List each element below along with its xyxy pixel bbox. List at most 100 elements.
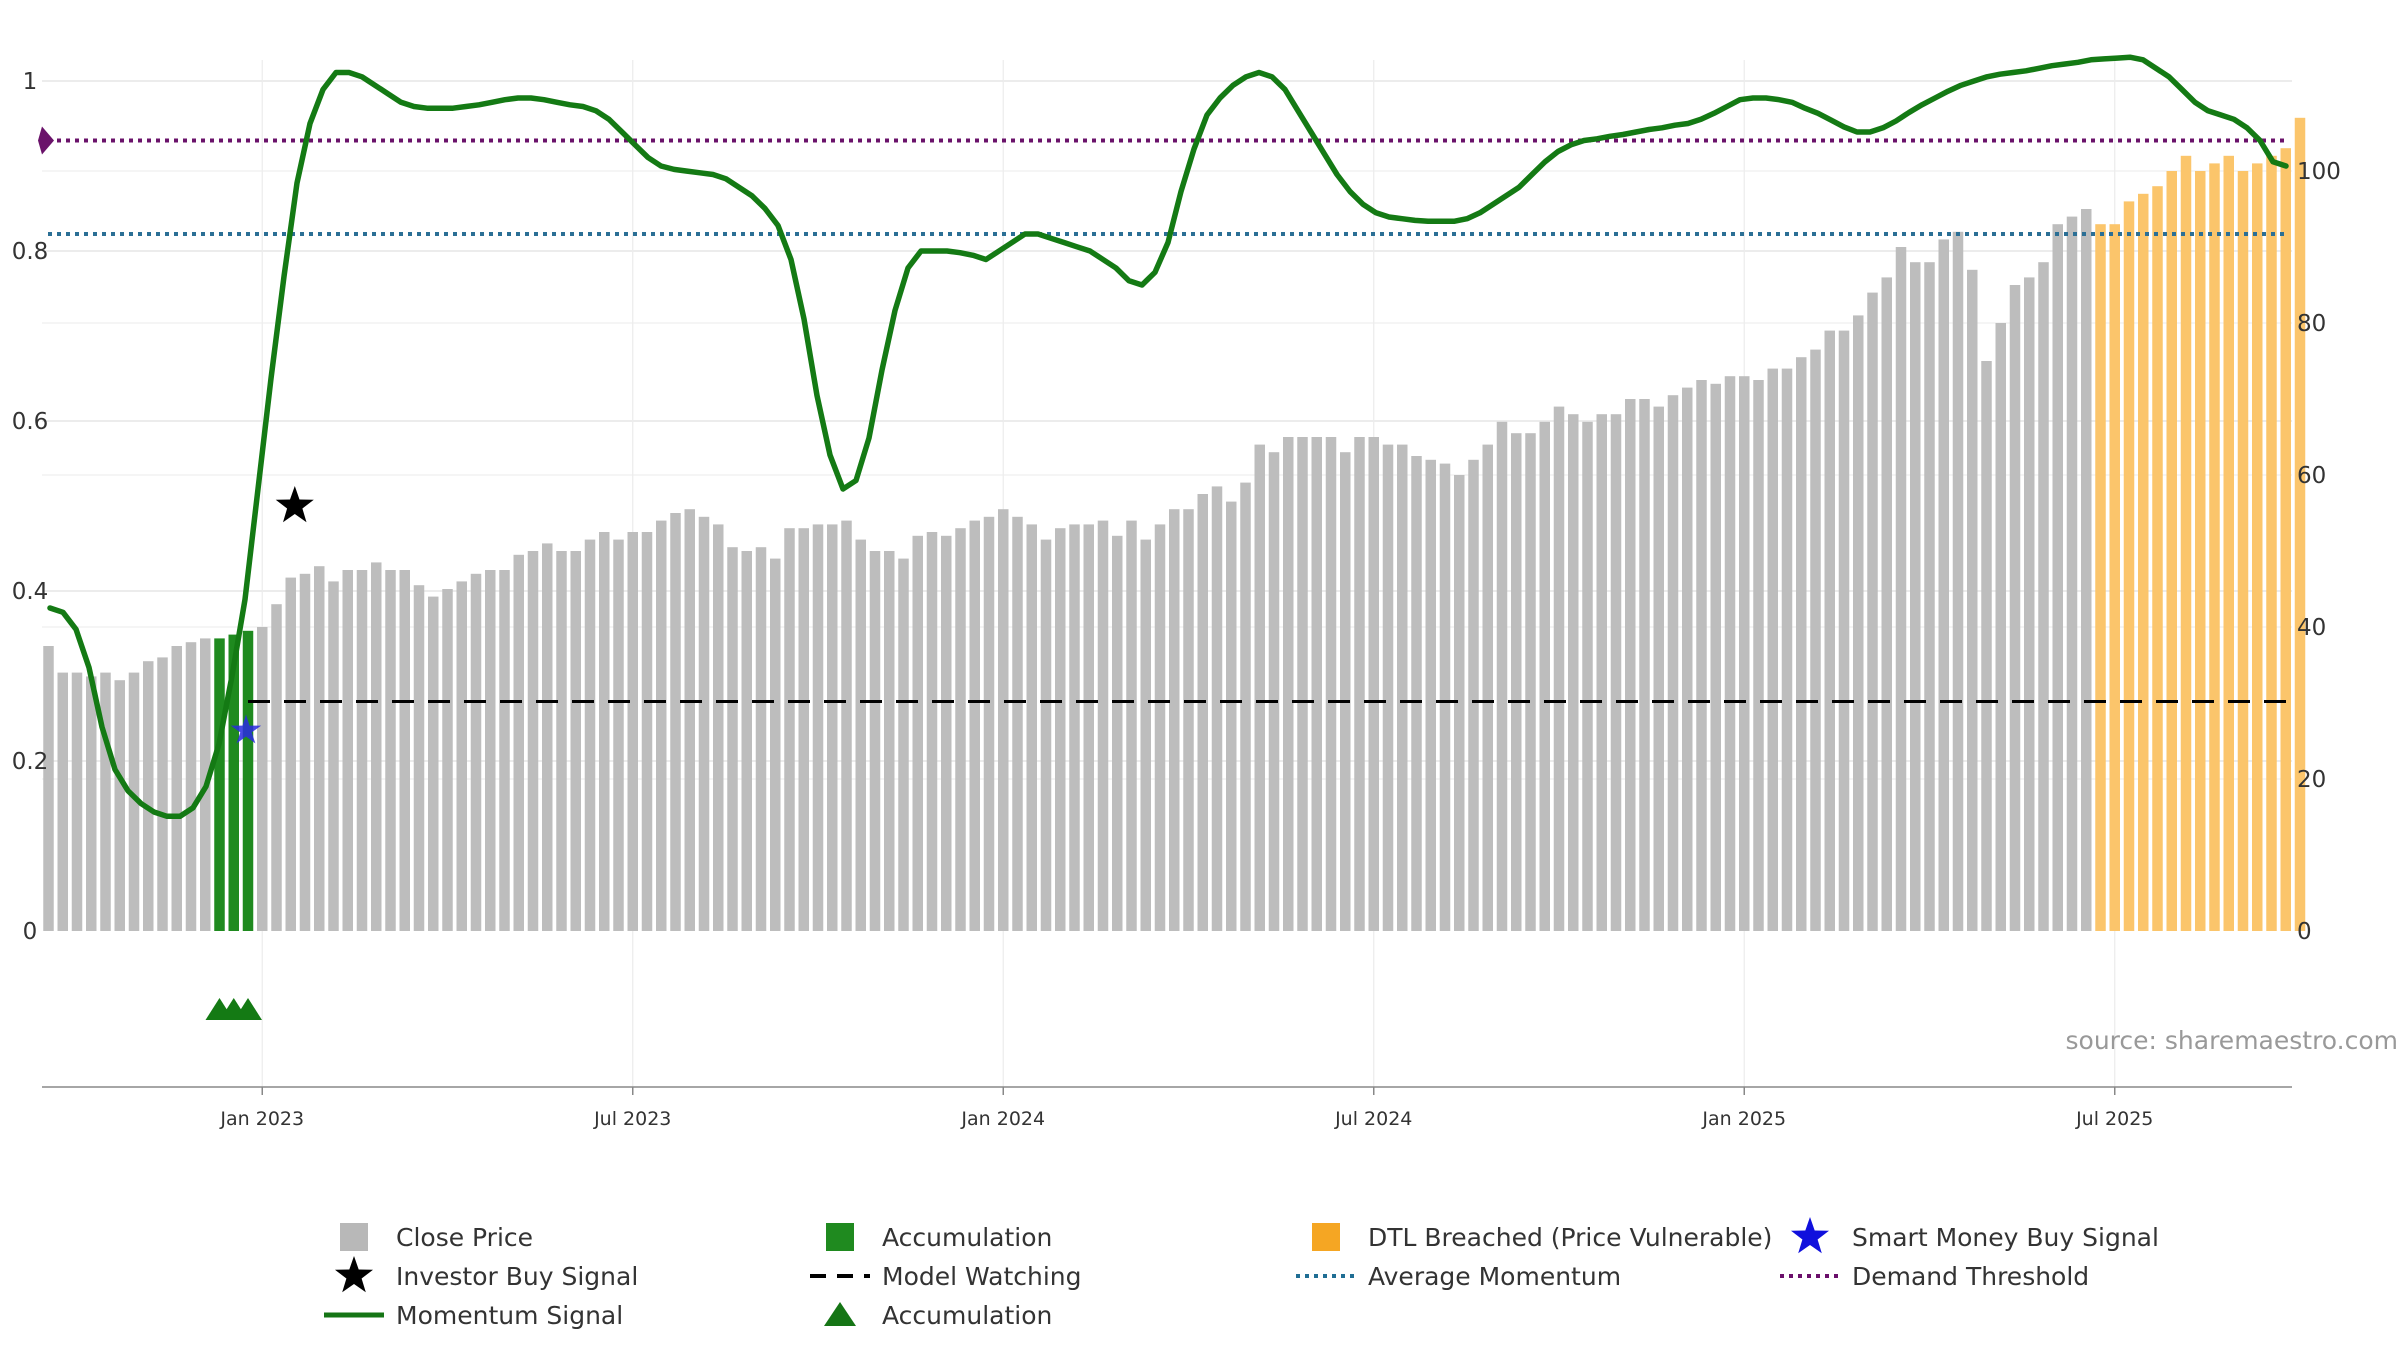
price-bar (1340, 452, 1351, 931)
legend-label: Momentum Signal (396, 1301, 623, 1330)
price-bar (1226, 501, 1237, 931)
price-bar (299, 573, 311, 931)
price-bar (1952, 231, 1964, 932)
left-axis-label: 0.2 (12, 749, 49, 775)
price-bar (1126, 520, 1137, 931)
price-bar (1724, 376, 1736, 931)
price-bar (841, 520, 852, 931)
price-bar (328, 581, 339, 931)
price-bar (1026, 524, 1037, 931)
price-bar (1881, 277, 1892, 931)
price-bar (1439, 463, 1451, 931)
price-bar (1582, 421, 1593, 931)
price-bar (1112, 535, 1123, 931)
price-bar (827, 524, 838, 931)
dtl-breached-bar (2280, 148, 2291, 931)
price-bar (2066, 216, 2078, 932)
price-bar (599, 532, 610, 931)
x-tick-label: Jan 2024 (960, 1108, 1045, 1130)
price-bar (698, 516, 710, 931)
price-bar (1981, 361, 1992, 931)
price-bar (1140, 539, 1151, 931)
price-bar (1169, 509, 1180, 931)
price-bar (1867, 292, 1878, 932)
price-bar (1568, 414, 1579, 931)
price-bar (983, 516, 995, 931)
price-bar (1710, 383, 1721, 931)
price-bar (157, 657, 168, 931)
legend-swatch-star (335, 1256, 373, 1293)
x-tick-label: Jul 2023 (593, 1108, 671, 1130)
price-bar (71, 672, 83, 931)
dtl-breached-bar (2252, 163, 2263, 931)
left-axis-label: 0.4 (12, 579, 49, 605)
price-bar (1967, 269, 1978, 931)
demand-threshold-marker (38, 126, 54, 155)
x-tick-label: Jan 2025 (1701, 1108, 1786, 1130)
price-bar (1325, 437, 1337, 931)
price-bar (485, 570, 496, 931)
price-bar (1468, 459, 1479, 931)
price-bar (1910, 262, 1921, 931)
price-bar (2024, 277, 2035, 931)
right-axis-label: 80 (2297, 311, 2326, 337)
price-bar (314, 566, 325, 931)
price-bar (399, 570, 410, 931)
legend-label: Accumulation (882, 1223, 1052, 1252)
left-axis-label: 0.8 (12, 239, 49, 265)
price-bar (627, 532, 638, 931)
accumulation-bar (214, 638, 225, 931)
price-bar (1240, 482, 1251, 931)
price-bar (998, 509, 1009, 931)
price-bar (613, 539, 624, 931)
legend-swatch-square (340, 1223, 368, 1251)
price-bar (941, 535, 952, 931)
price-bar (2052, 224, 2063, 931)
price-bar (1667, 395, 1679, 931)
price-bar (1511, 433, 1522, 931)
x-tick-label: Jul 2024 (1334, 1108, 1412, 1130)
accumulation-marker (234, 998, 262, 1020)
price-bar (1596, 414, 1607, 931)
legend-item: Momentum Signal (324, 1301, 623, 1330)
dtl-breached-bar (2095, 224, 2106, 931)
legend-item: Accumulation (826, 1223, 1052, 1252)
legend-label: DTL Breached (Price Vulnerable) (1368, 1223, 1772, 1252)
price-bar (1810, 349, 1821, 932)
price-bar (1382, 444, 1394, 931)
legend-item: Demand Threshold (1780, 1262, 2089, 1291)
dtl-breached-bar (2166, 171, 2177, 931)
right-axis-label: 40 (2297, 615, 2326, 641)
price-bar (1853, 315, 1864, 931)
price-bar (1411, 456, 1422, 931)
legend-item: Close Price (340, 1223, 533, 1252)
price-bar (1425, 459, 1436, 931)
right-axis-label: 0 (2297, 919, 2312, 945)
legend-label: Average Momentum (1368, 1262, 1621, 1291)
accumulation-bar (228, 634, 239, 931)
price-bar (798, 528, 809, 931)
price-bar (442, 589, 453, 931)
legend-item: Investor Buy Signal (335, 1256, 638, 1293)
indicator-lines (38, 54, 2289, 820)
dtl-breached-bar (2138, 193, 2149, 932)
price-bar (898, 558, 909, 931)
legend-item: Accumulation (824, 1301, 1052, 1330)
price-bar (1610, 414, 1622, 931)
price-bar (1938, 239, 1949, 931)
price-bar (1040, 539, 1052, 931)
price-bar (1397, 444, 1408, 931)
price-bar (1539, 421, 1550, 931)
price-bars (43, 117, 2306, 932)
price-bar (1995, 323, 2006, 931)
price-bar (57, 672, 68, 931)
legend-swatch-square (826, 1223, 854, 1251)
legend-label: Model Watching (882, 1262, 1082, 1291)
price-bar (1197, 494, 1208, 931)
price-bar (1838, 330, 1850, 932)
price-bar (456, 581, 467, 931)
momentum-signal-line (47, 54, 2289, 820)
price-bar (1895, 247, 1907, 931)
price-bar (784, 528, 795, 931)
